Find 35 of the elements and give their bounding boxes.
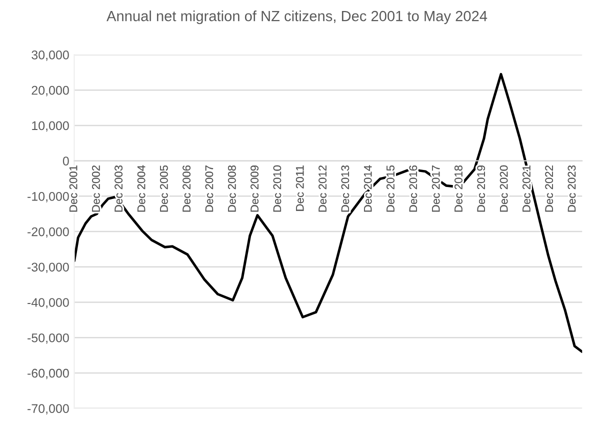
y-tick-label: -60,000 [28, 368, 69, 380]
x-tick-label: Dec 2019 [477, 166, 486, 212]
x-tick-label: Dec 2023 [568, 165, 576, 212]
x-tick-label: Dec 2002 [92, 166, 100, 212]
y-tick-label: -10,000 [28, 192, 69, 202]
x-tick-label: Dec 2006 [182, 165, 191, 212]
y-tick-label: -30,000 [28, 262, 69, 274]
x-tick-label: Dec 2008 [228, 165, 236, 212]
x-tick-label: Dec 2009 [250, 166, 258, 212]
y-tick-label: -70,000 [28, 404, 69, 414]
y-tick-label: -40,000 [28, 298, 69, 308]
x-tick-label: Dec 2007 [205, 166, 214, 212]
x-tick-label: Dec 2015 [386, 165, 394, 212]
x-tick-label: Dec 2003 [114, 165, 123, 212]
x-tick-label: Dec 2010 [273, 165, 282, 212]
x-tick-label: Dec 2017 [432, 166, 440, 212]
x-tick-label: Dec 2014 [364, 165, 372, 212]
y-tick-label: 20,000 [32, 86, 69, 96]
chart-title: Annual net migration of NZ citizens, Dec 2001 to May 2024 [106, 10, 488, 24]
x-tick-label: Dec 2020 [500, 165, 508, 212]
x-tick-label: Dec 2012 [318, 166, 326, 212]
x-tick-label: Dec 2005 [160, 165, 168, 212]
y-tick-label: 0 [62, 156, 69, 166]
y-tick-label: -20,000 [28, 227, 69, 238]
x-tick-label: Dec 2018 [454, 165, 462, 212]
y-tick-label: 30,000 [32, 50, 69, 61]
x-tick-label: Dec 2001 [69, 166, 78, 212]
x-tick-label: Dec 2004 [137, 165, 146, 212]
y-tick-label: 10,000 [32, 121, 69, 132]
y-tick-label: -50,000 [28, 333, 69, 344]
x-tick-label: Dec 2021 [522, 166, 530, 212]
x-tick-label: Dec 2013 [341, 165, 350, 212]
x-tick-label: Dec 2022 [545, 166, 554, 212]
x-tick-label: Dec 2011 [296, 166, 304, 211]
x-tick-label: Dec 2016 [409, 165, 418, 212]
